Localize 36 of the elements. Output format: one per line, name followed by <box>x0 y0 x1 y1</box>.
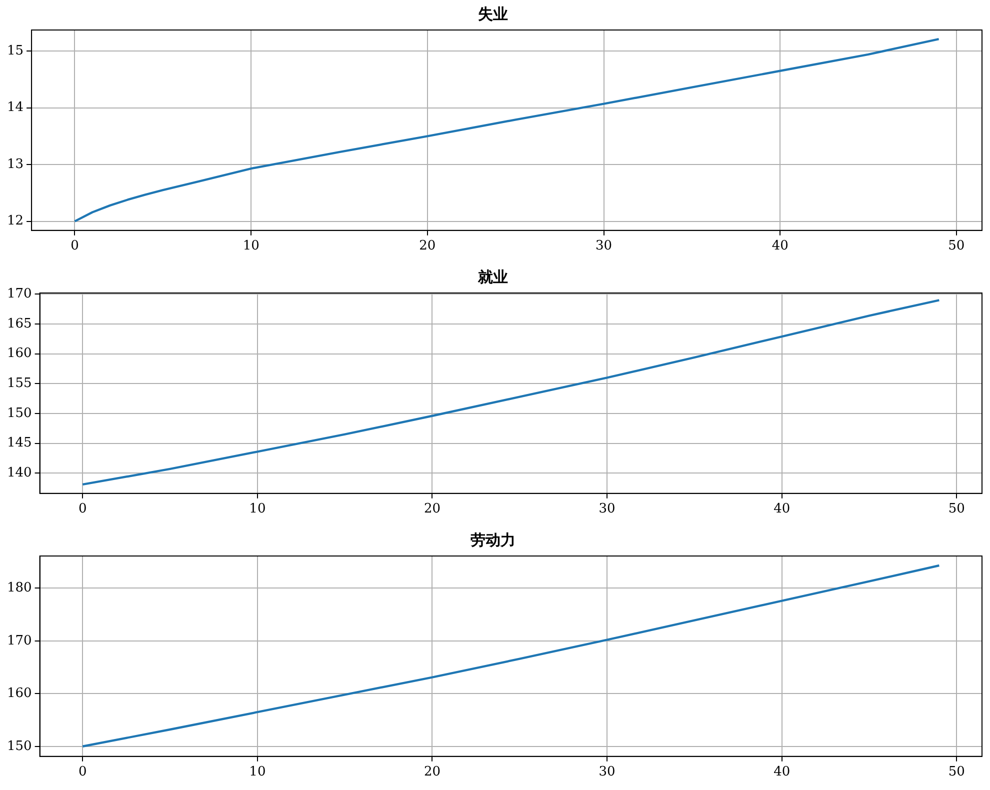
x-tick-label: 0 <box>78 502 87 517</box>
y-tick-label: 160 <box>6 686 32 702</box>
x-tick-label: 40 <box>774 502 790 517</box>
x-tick-label: 10 <box>242 238 260 254</box>
x-tick-label: 10 <box>249 502 266 517</box>
y-tick-label: 14 <box>6 100 24 116</box>
y-tick-label: 12 <box>6 214 24 229</box>
y-tick-label: 15 <box>6 43 24 58</box>
chart-title: 劳动力 <box>470 530 516 549</box>
x-tick-label: 40 <box>772 238 788 254</box>
x-tick-label: 10 <box>249 764 266 780</box>
x-tick-label: 20 <box>424 764 441 780</box>
x-tick-label: 0 <box>78 764 87 780</box>
x-tick-label: 30 <box>598 502 616 517</box>
y-tick-label: 160 <box>6 346 32 362</box>
y-tick-label: 13 <box>6 156 24 172</box>
chart-title: 失业 <box>478 4 508 23</box>
x-tick-label: 30 <box>595 238 612 254</box>
y-tick-label: 155 <box>6 376 32 392</box>
x-tick-label: 20 <box>424 502 441 517</box>
x-tick-label: 20 <box>419 238 436 254</box>
y-tick-label: 170 <box>6 286 32 302</box>
x-tick-label: 40 <box>774 764 790 780</box>
y-tick-label: 170 <box>6 633 32 648</box>
y-tick-label: 150 <box>6 406 32 421</box>
y-tick-label: 140 <box>6 465 32 480</box>
chart-title: 就业 <box>477 268 508 286</box>
y-tick-label: 180 <box>6 580 32 596</box>
x-tick-label: 50 <box>948 502 965 517</box>
y-tick-label: 165 <box>6 316 32 332</box>
x-tick-label: 50 <box>948 238 965 254</box>
x-tick-label: 50 <box>948 764 965 780</box>
y-tick-label: 150 <box>6 738 32 754</box>
y-tick-label: 145 <box>6 436 32 451</box>
x-tick-label: 30 <box>598 764 616 780</box>
x-tick-label: 0 <box>70 238 79 254</box>
